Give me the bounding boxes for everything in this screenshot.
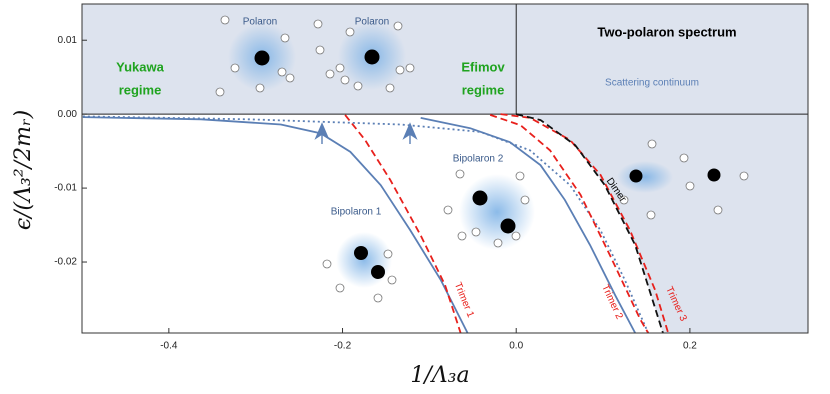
series-line [420,116,636,333]
annotation: regime [462,82,505,97]
plot-frame [81,3,809,334]
atom [335,63,345,73]
shaded-region [516,114,808,333]
atom [353,81,363,91]
y-axis-label: ϵ/(Λ₃²/2mᵣ) [11,110,36,230]
atom [383,249,393,259]
annotation: Efimov [461,59,505,74]
atom [713,205,723,215]
series-line [500,113,670,333]
atom [230,63,240,73]
cloud [459,174,535,250]
x-tick-label: 0.0 [509,341,523,352]
x-tick-label: 0.2 [683,341,697,352]
x-tick-label: -0.4 [160,341,178,352]
annotation: Polaron [243,17,277,28]
atom [315,45,325,55]
particle [472,190,488,206]
atom [395,65,405,75]
series-line [489,114,649,333]
annotation: Bipolaron 2 [453,154,504,165]
atom [619,195,629,205]
atom [457,231,467,241]
atom [313,19,323,29]
atom [393,21,403,31]
particle [500,218,516,234]
x-axis-label: 1/Λ₃a [410,363,469,388]
annotation: regime [119,82,162,97]
series-line [515,113,664,333]
annotation: Yukawa [116,59,164,74]
particle [354,246,368,260]
atom [685,181,695,191]
atom [285,73,295,83]
shaded-region [82,4,808,115]
atom [220,15,230,25]
annotation: Trimer 1 [452,281,476,320]
atom [385,83,395,93]
atom [493,238,503,248]
particle [707,168,721,182]
y-tick-label: -0.02 [54,257,77,268]
annotation: Polaron [355,17,389,28]
annotation: Two-polaron spectrum [597,24,736,39]
atom [679,153,689,163]
atom [340,75,350,85]
series-line [344,114,462,333]
atom [373,293,383,303]
atom [511,231,521,241]
atom [405,63,415,73]
particle [254,50,270,66]
atom [255,83,265,93]
atom [646,210,656,220]
atom [455,169,465,179]
annotation: Scattering continuum [605,78,699,89]
atom [215,87,225,97]
atom [739,171,749,181]
series-line [82,115,650,333]
particle [364,49,380,65]
cloud [617,161,673,193]
annotation: Bipolaron 1 [331,207,382,218]
atom [647,139,657,149]
cloud [336,232,392,288]
atom [325,69,335,79]
atom [515,171,525,181]
atom [280,33,290,43]
atom [520,195,530,205]
annotation: Trimer 2 [599,283,625,321]
atom [322,259,332,269]
plot-area [82,4,808,333]
atom [277,67,287,77]
atom [471,227,481,237]
y-tick-label: -0.01 [54,183,77,194]
y-tick-label: 0.00 [58,109,78,120]
series-line [82,116,469,333]
y-tick-label: 0.01 [58,35,78,46]
atom [335,283,345,293]
atom [443,205,453,215]
particle [629,169,643,183]
atom [387,275,397,285]
atom [345,27,355,37]
x-tick-label: -0.2 [334,341,352,352]
arrow [402,122,418,144]
particle [371,265,385,279]
